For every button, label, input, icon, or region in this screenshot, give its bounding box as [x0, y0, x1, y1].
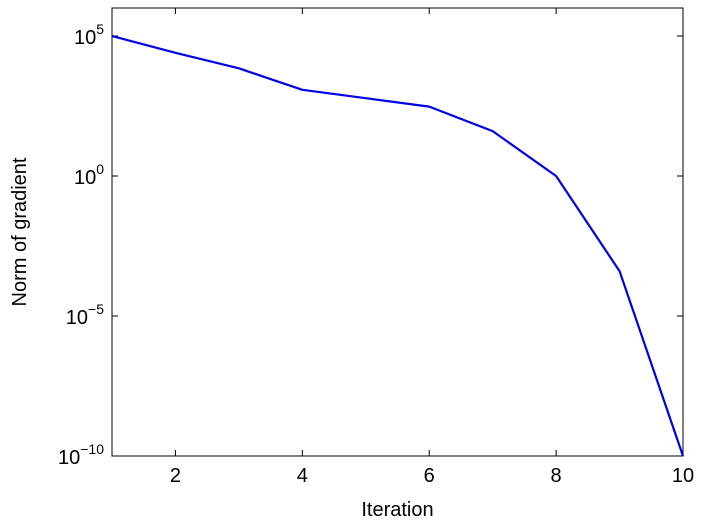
- y-tick-label: 10−5: [66, 301, 104, 329]
- y-tick-label: 100: [74, 161, 104, 189]
- y-axis-label: Norm of gradient: [9, 157, 31, 306]
- x-tick-label: 8: [551, 465, 562, 487]
- x-tick-label: 10: [672, 465, 694, 487]
- y-tick-label: 105: [74, 21, 104, 49]
- y-axis-ticks: 105 100 10−5 10−10: [58, 21, 683, 469]
- y-tick-label: 10−10: [58, 441, 104, 469]
- x-axis-label: Iteration: [361, 499, 433, 521]
- plot-area: [111, 7, 684, 457]
- x-tick-label: 4: [297, 465, 308, 487]
- x-tick-label: 2: [170, 465, 181, 487]
- series-layer: [111, 34, 685, 457]
- x-axis-ticks: 2 4 6 8 10: [170, 8, 694, 487]
- series-line: [111, 34, 685, 457]
- x-tick-label: 6: [424, 465, 435, 487]
